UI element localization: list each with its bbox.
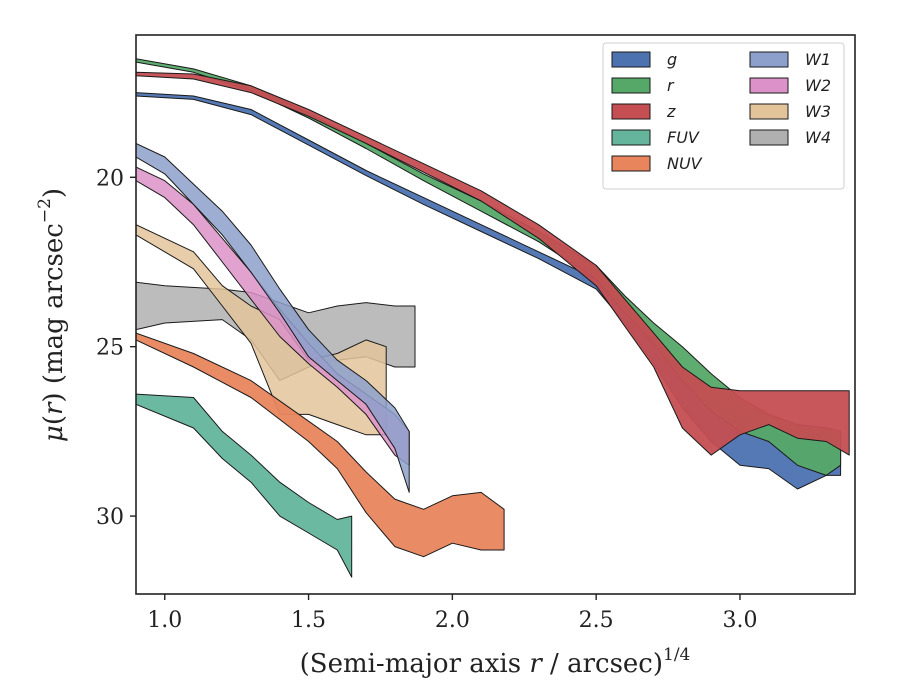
series-band-w1	[136, 142, 410, 493]
legend-swatch-w4	[749, 129, 789, 146]
legend-label-nuv: NUV	[667, 154, 703, 173]
axes-frame	[135, 34, 856, 595]
x-tick-label: 2.0	[435, 608, 470, 633]
y-tick-label: 30	[96, 505, 124, 530]
legend-label-z: z	[666, 102, 676, 121]
x-tick-label: 1.5	[291, 608, 326, 633]
series-band-z	[136, 71, 850, 456]
legend-swatch-w2	[749, 77, 789, 94]
legend-swatch-fuv	[611, 129, 651, 146]
legend-swatch-g	[611, 51, 651, 68]
legend: grz FUV NUV W1 W2 W3 W4	[602, 42, 845, 190]
legend-label-g: g	[667, 50, 677, 69]
legend-swatch-w1	[749, 51, 789, 68]
legend-swatch-r	[611, 77, 651, 94]
y-axis-label: μ(r) (mag arcsec−2)	[35, 188, 69, 442]
legend-label-fuv: FUV	[667, 128, 700, 147]
legend-swatch-z	[611, 103, 651, 120]
series-band-fuv	[136, 393, 353, 578]
plot-frame	[135, 34, 856, 595]
series-band-g	[136, 92, 842, 490]
legend-label-w2: W2	[805, 76, 831, 95]
legend-label-w1: W1	[805, 50, 831, 69]
y-tick-label: 25	[96, 336, 124, 361]
x-axis-label: (Semi-major axis r / arcsec)1/4	[300, 645, 691, 679]
y-axis-ticks: 20 25 30	[96, 166, 136, 530]
legend-swatch-nuv	[611, 155, 651, 172]
y-tick-label: 20	[96, 166, 124, 191]
x-tick-label: 3.0	[722, 608, 757, 633]
legend-swatch-w3	[749, 103, 789, 120]
x-axis-ticks: 1.0 1.5 2.0 2.5 3.0	[147, 594, 757, 633]
x-tick-label: 1.0	[147, 608, 182, 633]
series-layer	[136, 58, 850, 578]
series-band-nuv	[136, 332, 505, 558]
legend-label-w3: W3	[805, 102, 831, 121]
legend-label-r: r	[667, 76, 675, 95]
legend-label-w4: W4	[805, 128, 831, 147]
x-tick-label: 2.5	[579, 608, 614, 633]
